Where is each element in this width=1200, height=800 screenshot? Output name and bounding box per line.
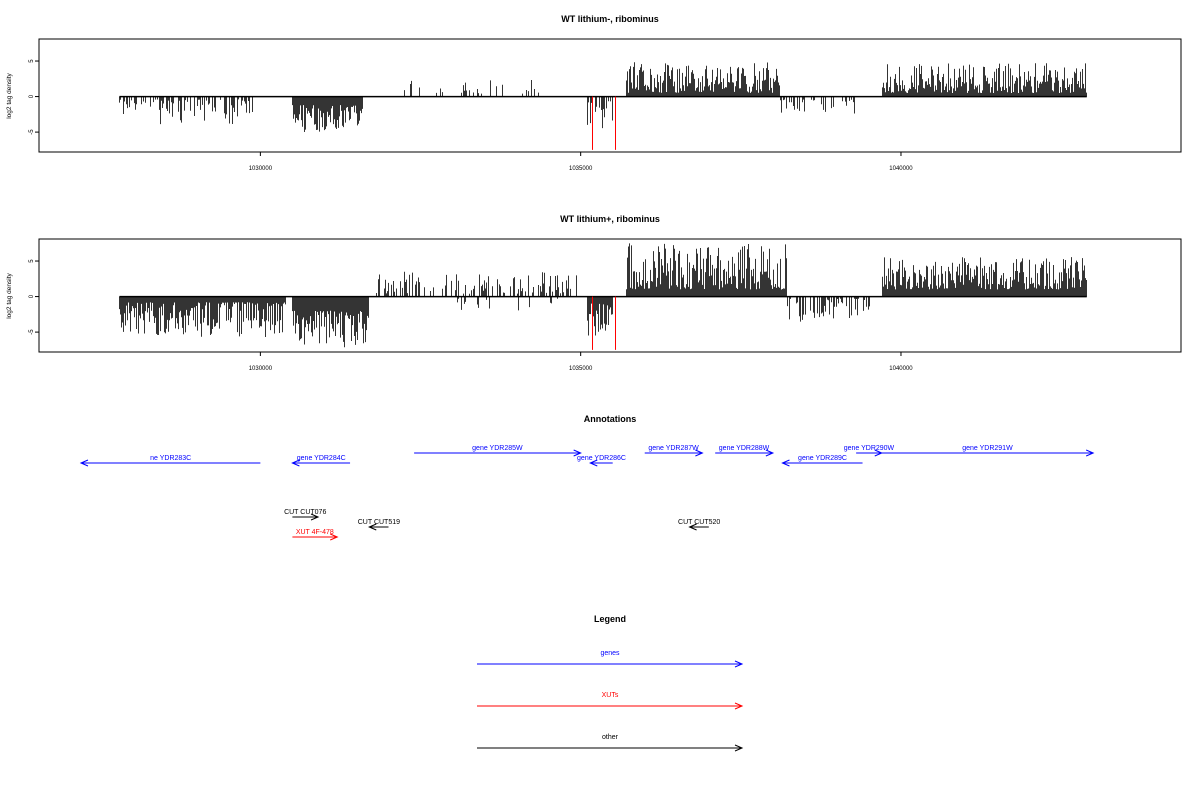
panel-1-x-tick-label: 1035000 [569,166,593,172]
legend-entry: XUTs [477,692,744,710]
panel-lithium-plus: WT lithium+, ribominus log2 tag density … [6,214,1182,372]
annotation-arrow-head [330,533,339,541]
annotation-label: CUT CUT076 [284,509,326,516]
panel-2-y-tick-label: 0 [29,294,35,298]
annotation-arrow-head [291,459,300,467]
legend-entry: other [477,734,744,752]
annotation-arrow-head [688,523,697,531]
annotation-label: gene YDR284C [297,455,346,462]
panel-1-y-tick-label: 5 [29,59,35,63]
panel-2-y-tick-label: -5 [29,329,35,335]
panel-1-y-tick-label: 0 [29,94,35,98]
annotation-feature: gene YDR284C [291,455,351,467]
annotation-feature: CUT CUT519 [358,519,400,531]
legend-label: genes [600,650,620,657]
panel-1-x-tick-label: 1030000 [249,166,273,172]
annotation-label: CUT CUT519 [358,519,400,526]
annotation-feature: gene YDR290W [844,445,895,457]
panel-lithium-minus: WT lithium-, ribominus log2 tag density … [6,14,1182,172]
panel-1-x-axis: 1030000 1035000 1040000 [249,152,913,172]
annotation-label: gene YDR289C [798,455,847,462]
panel-1-bars [119,62,1087,150]
annotation-label: XUT 4F-478 [296,529,334,536]
annotation-feature: XUT 4F-478 [292,529,339,541]
panel-2-y-tick-label: 5 [29,259,35,263]
annotation-arrow-head [1085,449,1095,457]
panel-2-y-label: log2 tag density [6,272,13,318]
annotation-feature: CUT CUT520 [678,519,720,531]
panel-1-y-axis: -5 0 5 [29,59,39,135]
annotation-arrow-head [695,449,704,457]
panel-1-title: WT lithium-, ribominus [561,14,659,24]
annotation-label: CUT CUT520 [678,519,720,526]
annotation-arrow-head [368,523,377,531]
annotation-feature: CUT CUT076 [284,509,326,521]
panel-1-plot-box [38,38,1182,153]
annotation-feature: gene YDR285W [414,445,582,457]
annotation-label: gene YDR286C [577,455,626,462]
panel-2-plot-box [38,238,1182,353]
panel-2-x-tick-label: 1040000 [889,366,913,372]
panel-2-x-tick-label: 1035000 [569,366,593,372]
panel-2-y-axis: -5 0 5 [29,259,39,335]
legend-arrow-head [734,744,744,752]
annotations-title: Annotations [584,414,637,424]
legend-entries: genes XUTs other [477,650,744,752]
legend-entry: genes [477,650,744,668]
legend-label: other [602,734,619,741]
annotation-label: gene YDR291W [962,445,1013,452]
annotation-feature: gene YDR289C [781,455,863,467]
panel-1-y-label: log2 tag density [6,72,13,118]
legend-arrow-head [734,702,744,710]
annotation-label: gene YDR285W [472,445,523,452]
legend-label: XUTs [602,692,619,699]
legend-title: Legend [594,614,626,624]
annotation-features: ne YDR283C gene YDR284C gene YDR285W gene Y… [79,445,1095,541]
annotation-arrow-head [589,459,598,467]
annotation-feature: gene YDR288W [715,445,775,457]
annotation-arrow-head [765,449,775,457]
annotation-arrow-head [781,459,790,467]
annotation-feature: gene YDR291W [881,445,1095,457]
annotation-feature: ne YDR283C [79,455,261,467]
legend-panel: Legend genes XUTs other [477,614,744,752]
panel-1-y-tick-label: -5 [29,129,35,135]
panel-2-title: WT lithium+, ribominus [560,214,660,224]
panel-2-x-axis: 1030000 1035000 1040000 [249,352,913,372]
annotation-label: ne YDR283C [150,455,191,462]
panel-2-bars [119,243,1087,350]
panel-1-x-tick-label: 1040000 [889,166,913,172]
annotation-arrow-head [573,449,582,457]
annotation-arrow-head [79,459,89,467]
annotation-feature: gene YDR287W [644,445,704,457]
annotation-feature: gene YDR286C [577,455,626,467]
annotation-arrow-head [310,513,320,521]
annotation-label: gene YDR288W [719,445,770,452]
legend-arrow-head [734,660,744,668]
annotation-label: gene YDR290W [844,445,895,452]
annotations-panel: Annotations ne YDR283C gene YDR284C gene Y… [79,414,1095,541]
panel-2-x-tick-label: 1030000 [249,366,273,372]
annotation-label: gene YDR287W [648,445,699,452]
